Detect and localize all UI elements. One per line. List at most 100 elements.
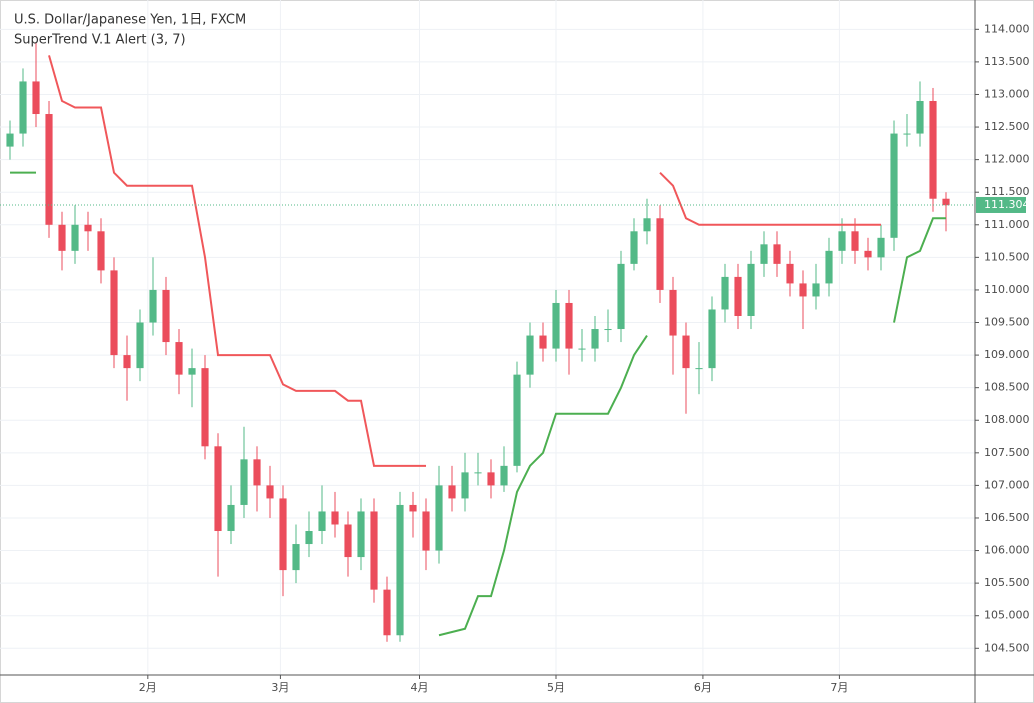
supertrend-line	[10, 171, 947, 637]
last-price-label: 111.304	[984, 198, 1030, 211]
candle-body	[708, 309, 716, 369]
candle-body	[279, 498, 287, 571]
candle-body	[565, 302, 573, 349]
candle-body	[136, 322, 144, 369]
candle-body	[552, 302, 560, 349]
candle-body	[916, 100, 924, 134]
candle-body	[617, 263, 625, 330]
candle-body	[6, 133, 14, 147]
candle-body	[630, 231, 638, 264]
candle-body	[240, 459, 248, 505]
indicator-title: SuperTrend V.1 Alert (3, 7)	[14, 33, 186, 48]
plot	[0, 42, 975, 642]
candle-body	[903, 133, 911, 135]
axes: 104.500 105.000 105.500 106.000 106.500 107.0…	[139, 22, 1030, 694]
candle-body	[877, 237, 885, 258]
y-tick-label: 112.500	[984, 120, 1030, 133]
last-price-box	[976, 196, 1026, 213]
candle-body	[461, 472, 469, 499]
y-tick-label: 111.000	[984, 218, 1030, 231]
y-tick-label: 106.000	[984, 544, 1030, 557]
candle-body	[669, 289, 677, 336]
y-tick-label: 111.500	[984, 185, 1030, 198]
candle-body	[487, 472, 495, 486]
y-tick-label: 110.500	[984, 250, 1030, 263]
candle-body	[448, 485, 456, 499]
y-tick-label: 108.500	[984, 381, 1030, 394]
x-tick-label: 6月	[694, 681, 712, 694]
candle-body	[513, 374, 521, 466]
candle-body	[656, 218, 664, 290]
candle-body	[825, 250, 833, 284]
y-tick-label: 106.500	[984, 511, 1030, 524]
candle-body	[32, 81, 40, 115]
y-tick-label: 105.000	[984, 609, 1030, 622]
candle-body	[682, 335, 690, 369]
candle-body	[695, 368, 703, 370]
candle-body	[747, 263, 755, 316]
candle-body	[357, 511, 365, 558]
candle-body	[721, 276, 729, 310]
candle-body	[435, 485, 443, 551]
y-tick-label: 109.500	[984, 316, 1030, 329]
candle-body	[214, 446, 222, 532]
candle-body	[162, 289, 170, 343]
candle-body	[227, 504, 235, 532]
candle-body	[58, 224, 66, 251]
candle-body	[786, 263, 794, 284]
candle-body	[305, 531, 313, 545]
candle-body	[123, 355, 131, 369]
candle-body	[370, 511, 378, 590]
candle-body	[110, 270, 118, 356]
candle-body	[838, 231, 846, 251]
candle-body	[45, 114, 53, 225]
candle-body	[292, 544, 300, 571]
candle-body	[851, 231, 859, 251]
supertrend-line	[48, 55, 882, 467]
candle-body	[578, 348, 586, 350]
candle-body	[812, 283, 820, 297]
candle-body	[331, 511, 339, 525]
candle-body	[422, 511, 430, 551]
candle-body	[474, 472, 482, 474]
candle-body	[500, 465, 508, 486]
candle-body	[318, 511, 326, 532]
candle-body	[773, 244, 781, 264]
candle-body	[396, 504, 404, 636]
candle-body	[71, 224, 79, 251]
candle-body	[643, 218, 651, 232]
y-tick-label: 107.000	[984, 478, 1030, 491]
y-tick-label: 107.500	[984, 446, 1030, 459]
y-tick-label: 113.000	[984, 87, 1030, 100]
candle-body	[799, 283, 807, 297]
y-tick-label: 113.500	[984, 55, 1030, 68]
x-tick-label: 4月	[411, 681, 429, 694]
candle-body	[734, 276, 742, 316]
candle-body	[929, 100, 937, 199]
x-tick-label: 5月	[547, 681, 565, 694]
candle-body	[604, 329, 612, 331]
candle-body	[539, 335, 547, 349]
candle-body	[383, 589, 391, 636]
y-tick-label: 105.500	[984, 576, 1030, 589]
candle-body	[409, 504, 417, 512]
candle-body	[591, 329, 599, 349]
candle-body	[201, 368, 209, 447]
candle-body	[864, 250, 872, 258]
y-tick-label: 109.000	[984, 348, 1030, 361]
candle-body	[344, 524, 352, 558]
y-tick-label: 110.000	[984, 283, 1030, 296]
chart-title: U.S. Dollar/Japanese Yen, 1日, FXCM	[14, 13, 246, 28]
y-tick-label: 104.500	[984, 641, 1030, 654]
x-tick-label: 3月	[271, 681, 289, 694]
candle-body	[19, 81, 27, 134]
candle-body	[84, 224, 92, 232]
candle-body	[97, 231, 105, 271]
x-tick-label: 2月	[139, 681, 157, 694]
candle-body	[253, 459, 261, 486]
candle-body	[188, 368, 196, 375]
y-tick-label: 112.000	[984, 153, 1030, 166]
candle-body	[942, 198, 950, 206]
candle-body	[266, 485, 274, 499]
